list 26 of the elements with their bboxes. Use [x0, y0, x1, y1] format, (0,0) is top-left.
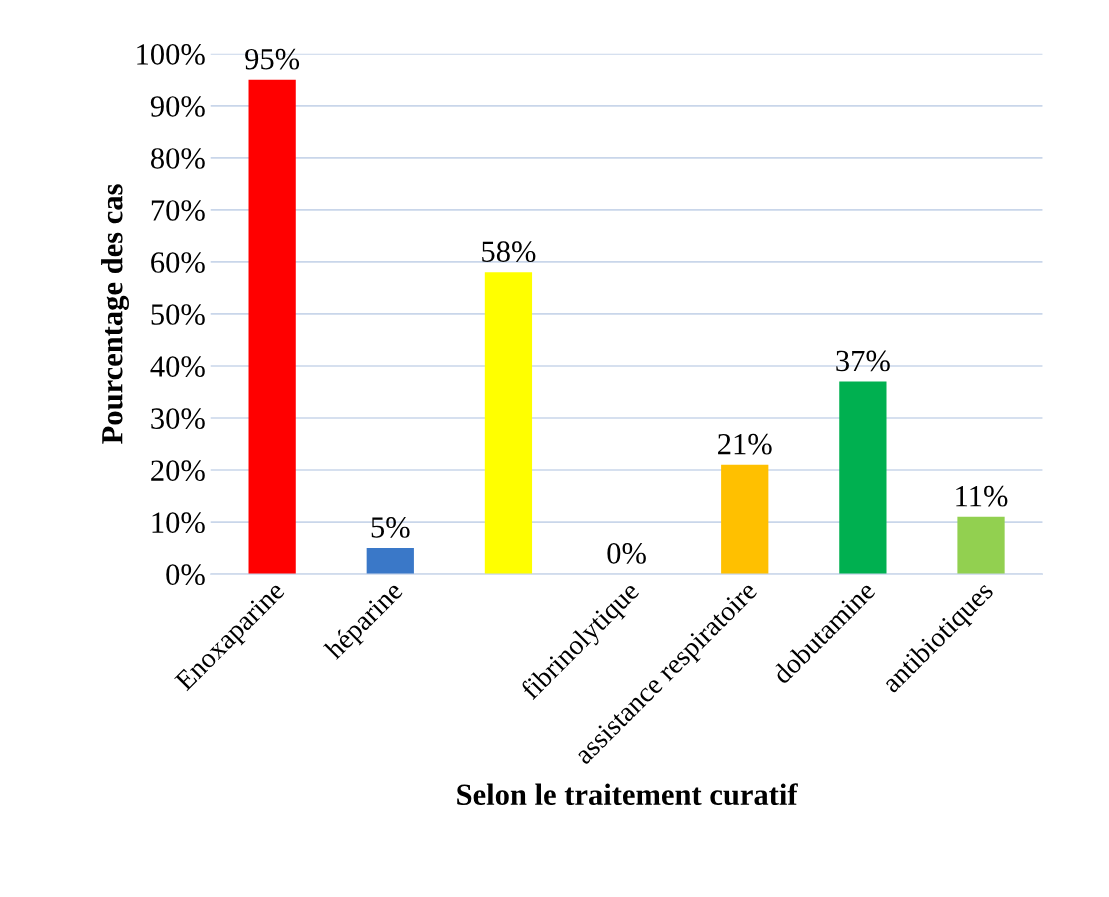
y-axis-title: Pourcentage des cas [101, 184, 130, 444]
data-label: 21% [718, 433, 772, 455]
data-label: 11% [956, 485, 1008, 507]
bar [957, 516, 1005, 575]
y-tick-label: 70% [151, 200, 205, 221]
y-tick-label: 100% [137, 44, 205, 65]
y-tick-label: 90% [150, 96, 205, 117]
data-label: 58% [482, 241, 536, 263]
x-axis-title: Selon le traitement curatif [457, 783, 798, 806]
bar [248, 79, 296, 575]
data-label: 95% [245, 48, 300, 70]
y-tick-label: 30% [151, 408, 205, 429]
y-tick-label: 10% [152, 512, 205, 534]
data-label: 0% [607, 543, 646, 564]
data-label: 37% [836, 350, 890, 372]
data-label: 5% [371, 517, 410, 538]
bar [839, 381, 887, 575]
y-tick-label: 40% [150, 356, 205, 377]
bar [484, 272, 533, 575]
y-tick-label: 20% [151, 460, 205, 482]
bar [366, 548, 414, 575]
y-tick-label: 0% [166, 564, 205, 586]
y-tick-label: 60% [151, 252, 205, 273]
y-tick-label: 80% [151, 148, 205, 169]
bar [721, 464, 769, 575]
y-tick-label: 50% [151, 304, 205, 325]
